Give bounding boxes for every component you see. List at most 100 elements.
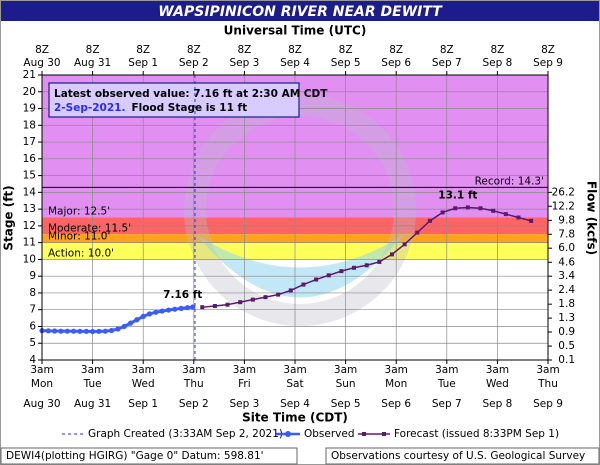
x-tick-time: 3am	[283, 364, 306, 376]
forecast-point	[263, 295, 268, 300]
plot-area: 4 5 6 7 8 9 10 11 12 13 14 15 16 17 18 19 20 21 26.2 12.2 9.…	[23, 44, 576, 440]
x-tick-date: Aug 31	[74, 398, 111, 410]
x2-tick-date: Sep 1	[128, 57, 158, 69]
forecast-point	[440, 210, 445, 215]
y2-tick-label: 0.9	[558, 326, 575, 338]
footer-left: DEWI4(plotting HGIRG) "Gage 0" Datum: 59…	[6, 450, 264, 462]
y-tick-label: 21	[23, 69, 36, 81]
top-axis-label: Universal Time (UTC)	[224, 24, 367, 38]
x-tick-date: Sep 3	[229, 398, 259, 410]
x-tick-time: 3am	[81, 364, 104, 376]
forecast-point	[427, 218, 432, 223]
x2-tick-utc: 8Z	[490, 44, 504, 56]
y-tick-label: 6	[29, 320, 36, 332]
x-tick-date: Sep 6	[381, 398, 411, 410]
observed-point	[165, 307, 172, 313]
y-tick-label: 13	[23, 203, 36, 215]
forecast-point	[314, 277, 319, 282]
observed-point	[172, 306, 178, 312]
info-flood-stage: Flood Stage is 11 ft	[131, 102, 247, 114]
y-axis-label: Stage (ft)	[2, 185, 16, 250]
y2-tick-label: 4.6	[558, 256, 575, 268]
x-tick-day: Mon	[31, 378, 53, 390]
observed-point	[134, 317, 140, 323]
forecast-point	[339, 269, 344, 274]
legend-forecast-label: Forecast (issued 8:33PM Sep 1)	[394, 428, 559, 440]
legend-forecast-marker	[362, 432, 366, 436]
value-label: 13.1 ft	[438, 189, 477, 201]
y-tick-label: 9	[29, 270, 36, 282]
x2-tick-utc: 8Z	[288, 44, 302, 56]
x-tick-day: Tue	[437, 378, 456, 390]
x2-tick-date: Sep 9	[533, 57, 563, 69]
forecast-point	[250, 297, 255, 302]
y2-tick-label: 0.5	[558, 340, 575, 352]
forecast-point	[503, 212, 508, 217]
footer-left-box	[0, 447, 298, 465]
x2-tick-date: Sep 6	[381, 57, 411, 69]
x2-tick-utc: 8Z	[541, 44, 555, 56]
footer-right: Observations courtesy of U.S. Geological…	[331, 450, 585, 462]
x-tick-time: 3am	[182, 364, 205, 376]
threshold-label: Moderate: 11.5'	[48, 222, 131, 234]
info-line-2: 2-Sep-2021. Flood Stage is 11 ft	[54, 102, 247, 114]
x-tick-time: 3am	[435, 364, 458, 376]
watermark	[197, 235, 403, 298]
forecast-point	[478, 206, 483, 211]
y2-tick-label: 7.8	[558, 228, 575, 240]
y-tick-label: 4	[29, 354, 36, 366]
observed-point	[184, 305, 191, 311]
plot-frame	[41, 74, 549, 361]
x-tick-date: Sep 4	[280, 398, 310, 410]
forecast-point	[326, 273, 331, 278]
x2-tick-utc: 8Z	[187, 44, 201, 56]
y-tick-label: 5	[29, 337, 36, 349]
observed-point	[121, 323, 127, 330]
chart-title: WAPSIPINICON RIVER NEAR DEWITT	[158, 4, 443, 20]
x-tick-day: Thu	[537, 378, 558, 390]
observed-point	[64, 328, 70, 334]
x-tick-date: Sep 9	[533, 398, 563, 410]
x-tick-date: Sep 8	[482, 398, 512, 410]
title-bar	[1, 1, 599, 21]
forecast-point	[225, 302, 230, 307]
y-tick-label: 8	[29, 287, 36, 299]
observed-point	[159, 308, 165, 314]
x2-tick-date: Sep 8	[482, 57, 512, 69]
x2-tick-utc: 8Z	[440, 44, 454, 56]
x-tick-date: Sep 5	[331, 398, 361, 410]
observed-point	[90, 328, 96, 335]
x2-tick-date: Sep 5	[331, 57, 361, 69]
x-tick-day: Mon	[385, 378, 407, 390]
x-tick-day: Tue	[83, 378, 102, 390]
x2-tick-utc: 8Z	[237, 44, 251, 56]
forecast-point	[352, 265, 357, 270]
x-tick-time: 3am	[132, 364, 155, 376]
y2-tick-label: 26.2	[552, 186, 575, 198]
forecast-point	[364, 263, 369, 268]
x2-tick-date: Sep 7	[432, 57, 462, 69]
forecast-point	[529, 218, 534, 223]
observed-point	[153, 309, 159, 315]
forecast-point	[212, 304, 217, 309]
x-tick-date: Sep 7	[432, 398, 462, 410]
x2-tick-date: Aug 31	[74, 57, 111, 69]
observed-point	[140, 313, 146, 320]
legend-forecast-marker	[382, 432, 386, 436]
observed-point	[83, 328, 89, 334]
x-tick-time: 3am	[536, 364, 559, 376]
forecast-point	[389, 252, 394, 257]
y2-tick-label: 9.8	[558, 214, 575, 226]
y-tick-label: 20	[23, 86, 36, 98]
legend-observed-label: Observed	[304, 428, 355, 440]
x2-tick-utc: 8Z	[339, 44, 353, 56]
y2-tick-label: 6.0	[558, 242, 575, 254]
forecast-point	[491, 208, 496, 213]
x2-tick-utc: 8Z	[35, 44, 49, 56]
observed-point	[190, 304, 196, 310]
x-tick-time: 3am	[233, 364, 256, 376]
y-tick-label: 17	[23, 136, 36, 148]
x-tick-day: Thu	[183, 378, 204, 390]
observed-point	[52, 328, 58, 334]
threshold-label: Action: 10.0'	[48, 247, 114, 259]
